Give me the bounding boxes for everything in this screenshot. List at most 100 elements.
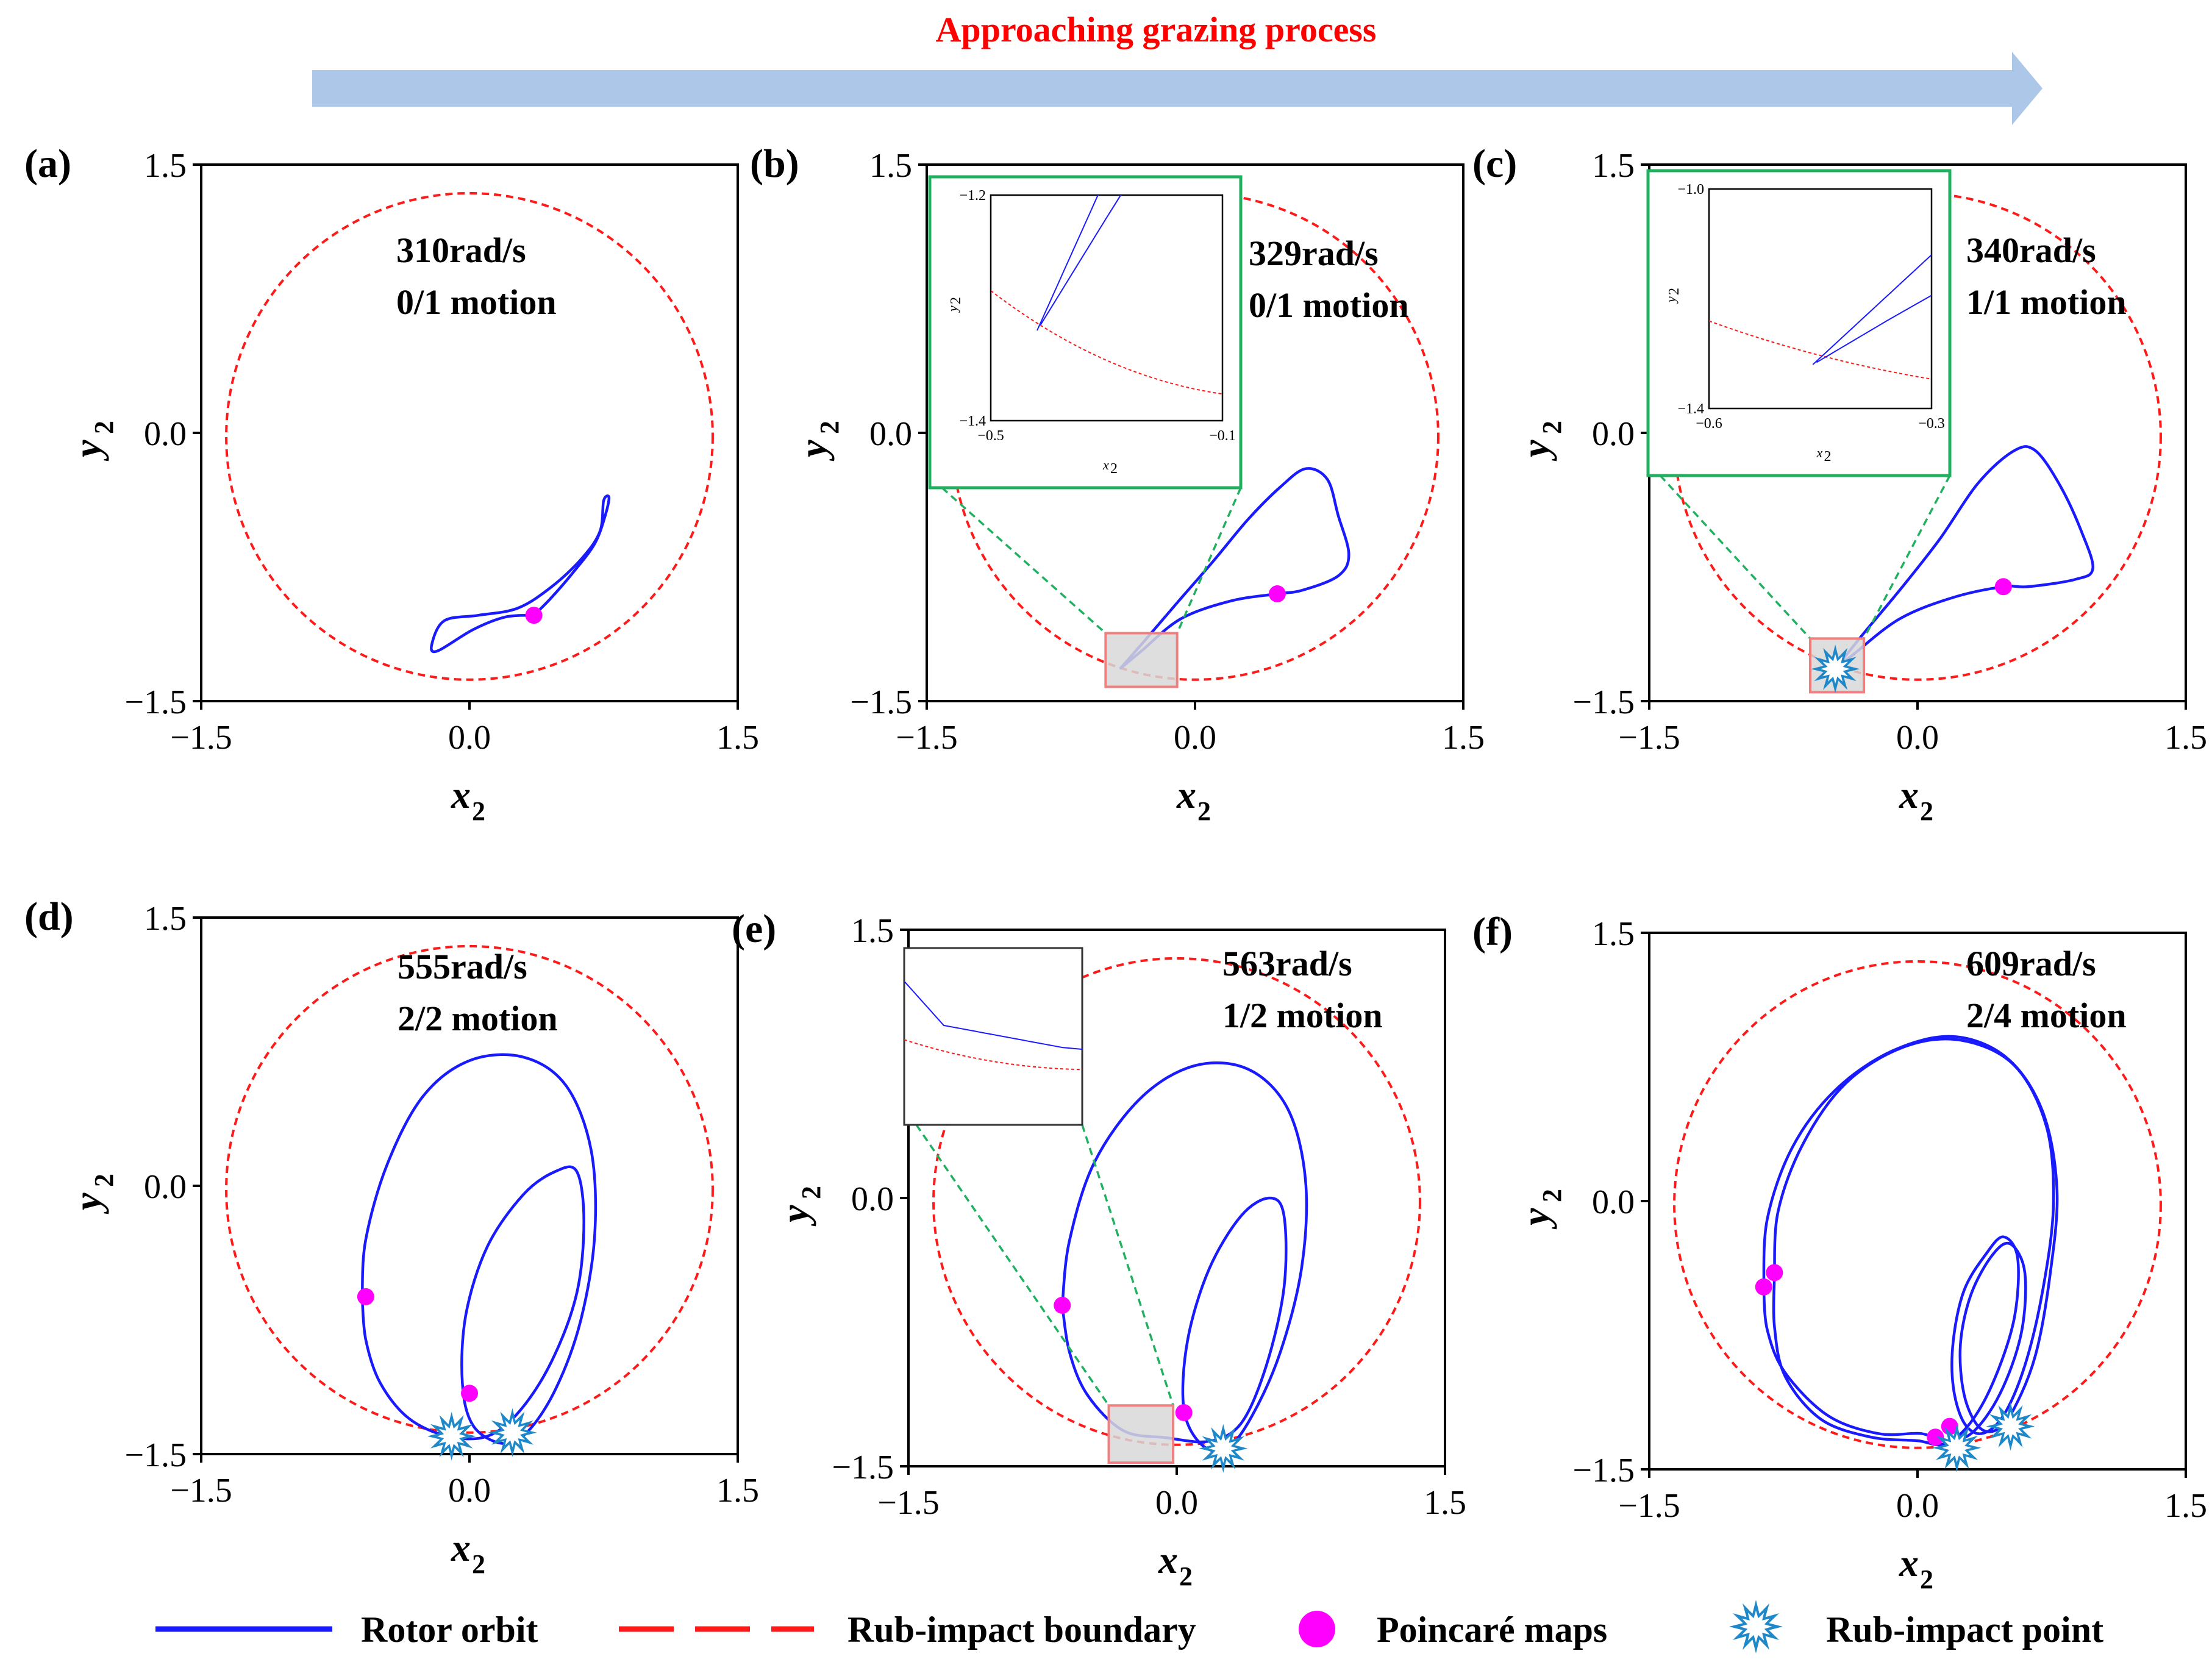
poincare-point <box>1755 1278 1772 1296</box>
y-tick-label: 0.0 <box>144 415 187 453</box>
poincare-point <box>525 607 543 624</box>
inset-plot <box>1709 254 1932 380</box>
inset-x-label: x <box>1102 457 1109 472</box>
y-tick-label: −1.5 <box>850 683 912 721</box>
x-tick-label: 1.5 <box>716 1472 759 1510</box>
y-axis-label-sub: 2 <box>89 421 119 434</box>
motion-annotation: 1/1 motion <box>1966 282 2127 322</box>
y-tick-label: 0.0 <box>1592 1183 1635 1221</box>
inset-y-label: y <box>1663 296 1679 304</box>
legend-boundary-label: Rub-impact boundary <box>847 1610 1196 1650</box>
inset-y-label-sub: 2 <box>1666 288 1682 295</box>
legend-impact-star-inner <box>1739 1610 1772 1643</box>
inset-x-label-sub: 2 <box>1110 461 1118 477</box>
rub-impact-point <box>1986 1402 2035 1451</box>
x-axis-label: x <box>1899 1541 1919 1585</box>
x-tick-label: 0.0 <box>1155 1484 1198 1522</box>
x-axis-label: x <box>1899 773 1919 816</box>
motion-annotation: 0/1 motion <box>1249 285 1409 325</box>
poincare-point <box>357 1288 374 1305</box>
inset-x-tick: −0.6 <box>1696 416 1722 432</box>
inset-boundary <box>1709 320 1932 380</box>
poincare-point <box>1175 1404 1193 1421</box>
x-axis-label: x <box>1158 1538 1178 1582</box>
y-axis-label: y <box>773 1205 816 1227</box>
zoom-box <box>1104 632 1179 688</box>
panel-2: (c)−1.5 0.0 1.51.50.0−1.5x 2y2 −0.6 −0.3−1.0−… <box>1472 141 2207 826</box>
rub-impact-point-inner <box>498 1417 527 1447</box>
x-tick-label: 0.0 <box>1896 1487 1939 1525</box>
speed-annotation: 609rad/s <box>1966 944 2096 983</box>
y-tick-label: −1.5 <box>1572 1452 1635 1489</box>
plot-area <box>951 191 1440 681</box>
inset-x-label-sub: 2 <box>1824 449 1832 465</box>
inset-y-label: y <box>945 305 960 313</box>
x-axis-label-sub: 2 <box>1197 796 1211 826</box>
y-axis-label-sub: 2 <box>1537 421 1567 434</box>
x-axis-label-sub: 2 <box>472 1549 485 1579</box>
x-axis-label-sub: 2 <box>1920 796 1933 826</box>
rotor-orbit <box>360 1053 598 1446</box>
y-tick-label: 1.5 <box>851 912 894 950</box>
x-axis-label: x <box>1176 773 1196 816</box>
x-tick-label: 0.0 <box>448 1472 491 1510</box>
inset-x-tick: −0.5 <box>977 428 1004 444</box>
y-axis-label: y <box>66 440 109 462</box>
y-axis-label-sub: 2 <box>815 421 844 434</box>
zoom-connector-right <box>1176 487 1242 634</box>
panel-label: (f) <box>1472 910 1513 954</box>
x-tick-label: −1.5 <box>170 1472 232 1510</box>
y-tick-label: 1.5 <box>1592 915 1635 953</box>
x-tick-label: 0.0 <box>1174 719 1216 757</box>
arrow-shape <box>312 52 2043 125</box>
y-axis-label-sub: 2 <box>1537 1189 1567 1202</box>
poincare-point <box>1927 1428 1944 1446</box>
legend-orbit-label: Rotor orbit <box>361 1610 538 1650</box>
rub-impact-point-inner <box>1208 1433 1238 1463</box>
plot-area <box>1673 960 2162 1449</box>
x-axis-label: x <box>451 1526 471 1569</box>
zoom-connector-left <box>915 1124 1110 1407</box>
rub-impact-point <box>1932 1423 1982 1472</box>
plot-area <box>225 191 714 681</box>
y-tick-label: −1.5 <box>1572 683 1635 721</box>
y-tick-label: 1.5 <box>144 147 187 185</box>
rotor-orbit <box>1119 467 1350 670</box>
speed-annotation: 563rad/s <box>1222 944 1352 983</box>
legend-impact-swatch <box>1729 1600 1783 1653</box>
motion-annotation: 0/1 motion <box>396 282 557 322</box>
y-tick-label: 0.0 <box>144 1168 187 1206</box>
rub-impact-boundary <box>951 191 1440 681</box>
process-arrow: Approaching grazing process <box>312 10 2043 125</box>
rub-impact-boundary <box>225 191 714 681</box>
y-axis-label: y <box>1514 440 1557 462</box>
rotor-orbit <box>1834 445 2094 670</box>
inset-x-tick: −0.1 <box>1209 428 1236 444</box>
y-tick-label: 1.5 <box>869 147 912 185</box>
x-tick-label: −1.5 <box>1618 719 1680 757</box>
rotor-orbit <box>1762 1035 2059 1442</box>
inset-axes <box>1708 188 1933 410</box>
rotor-orbit-2 <box>1772 1037 2055 1447</box>
x-tick-label: 1.5 <box>2164 1487 2207 1525</box>
y-axis-label: y <box>791 440 835 462</box>
y-tick-label: 1.5 <box>144 900 187 938</box>
motion-annotation: 2/2 motion <box>398 999 558 1038</box>
poincare-point <box>1994 578 2012 596</box>
panel-1: (b)−1.5 0.0 1.51.50.0−1.5x 2y2−0.5 −0.1−1.2−… <box>750 141 1485 826</box>
y-axis-label: y <box>1514 1208 1557 1230</box>
inset-x-tick: −0.3 <box>1918 416 1945 432</box>
plot-area <box>1673 191 2162 681</box>
x-tick-label: −1.5 <box>1618 1487 1680 1525</box>
zoom-connector-left <box>1659 474 1811 640</box>
poincare-point <box>1766 1264 1783 1282</box>
y-tick-label: 0.0 <box>869 415 912 453</box>
inset-x-label: x <box>1816 445 1823 460</box>
x-tick-label: 1.5 <box>716 719 759 757</box>
rub-impact-boundary <box>1673 960 2162 1449</box>
